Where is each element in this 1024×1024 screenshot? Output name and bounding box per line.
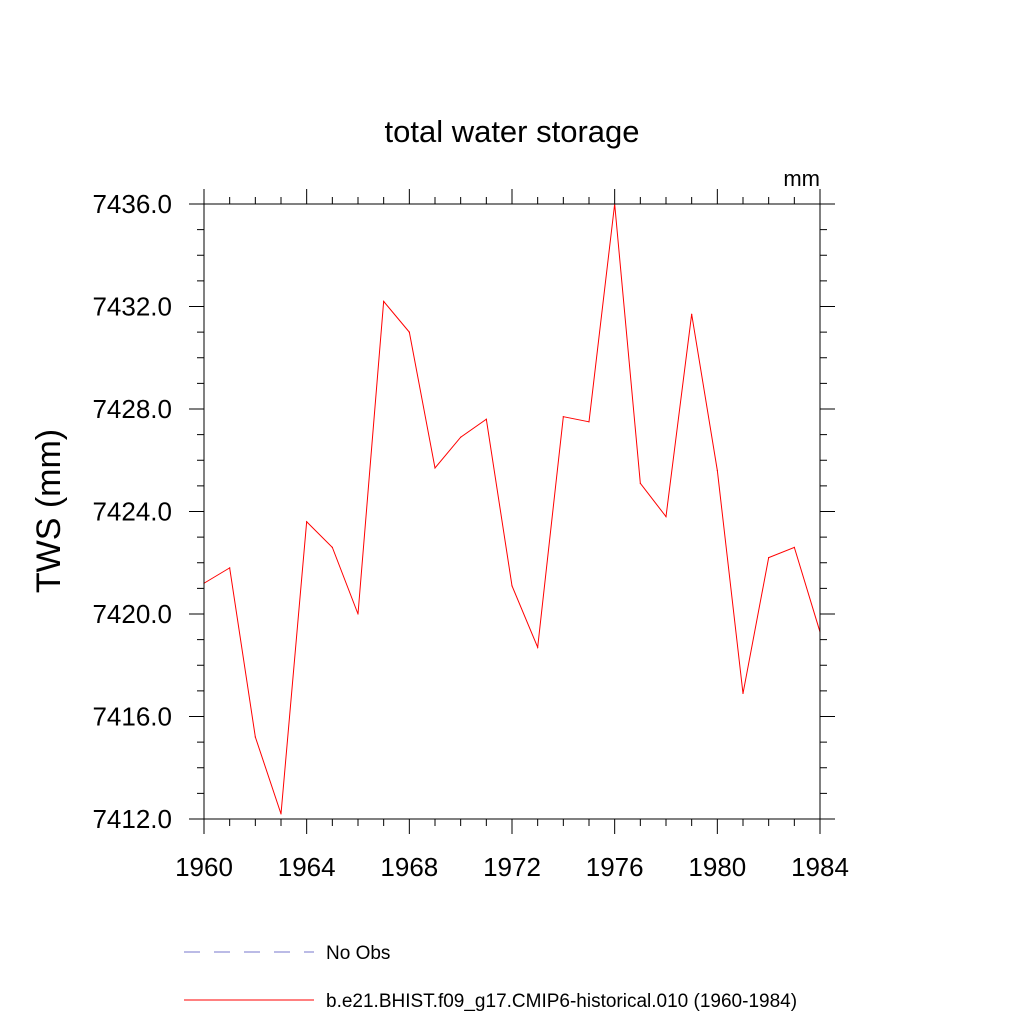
y-tick-label: 7436.0 bbox=[92, 189, 172, 219]
y-tick-label: 7428.0 bbox=[92, 394, 172, 424]
data-point bbox=[742, 692, 744, 695]
data-point bbox=[691, 313, 693, 315]
y-tick-label: 7412.0 bbox=[92, 804, 172, 834]
data-point bbox=[511, 585, 513, 587]
data-point bbox=[434, 467, 436, 469]
chart-title: total water storage bbox=[384, 114, 639, 149]
legend: No Obs b.e21.BHIST.f09_g17.CMIP6-historic… bbox=[184, 943, 797, 1012]
data-point bbox=[768, 557, 770, 559]
data-point bbox=[665, 516, 667, 518]
x-tick-label: 1984 bbox=[791, 852, 849, 882]
axis-ticks: 1960 1964 1968 1972 1976 1980 1984 7412.0 7416.0… bbox=[92, 189, 849, 882]
series-line bbox=[203, 203, 821, 815]
legend-label: b.e21.BHIST.f09_g17.CMIP6-historical.010… bbox=[326, 991, 797, 1012]
x-tick-label: 1964 bbox=[278, 852, 336, 882]
y-axis-label: TWS (mm) bbox=[30, 429, 68, 593]
data-point bbox=[716, 469, 718, 472]
units-label: mm bbox=[783, 166, 820, 191]
data-point bbox=[588, 421, 590, 423]
data-point bbox=[408, 331, 410, 333]
x-tick-label: 1968 bbox=[380, 852, 438, 882]
data-point bbox=[639, 482, 641, 484]
data-point bbox=[537, 646, 539, 648]
data-point bbox=[793, 546, 795, 548]
plot-frame bbox=[203, 203, 821, 820]
data-point bbox=[229, 567, 231, 569]
data-point bbox=[562, 416, 564, 418]
legend-label: No Obs bbox=[326, 943, 390, 964]
x-tick-label: 1976 bbox=[586, 852, 644, 882]
data-point bbox=[383, 300, 385, 302]
data-point bbox=[280, 813, 282, 815]
x-tick-label: 1960 bbox=[175, 852, 233, 882]
data-point bbox=[460, 436, 462, 438]
x-tick-label: 1980 bbox=[688, 852, 746, 882]
x-tick-label: 1972 bbox=[483, 852, 541, 882]
data-point bbox=[306, 521, 308, 523]
data-point bbox=[331, 546, 333, 548]
data-point bbox=[357, 613, 359, 615]
data-point bbox=[254, 736, 256, 738]
y-tick-label: 7416.0 bbox=[92, 702, 172, 732]
y-tick-label: 7432.0 bbox=[92, 292, 172, 322]
y-tick-label: 7420.0 bbox=[92, 599, 172, 629]
series-lines bbox=[203, 203, 821, 815]
y-tick-label: 7424.0 bbox=[92, 497, 172, 527]
data-point bbox=[485, 418, 487, 420]
